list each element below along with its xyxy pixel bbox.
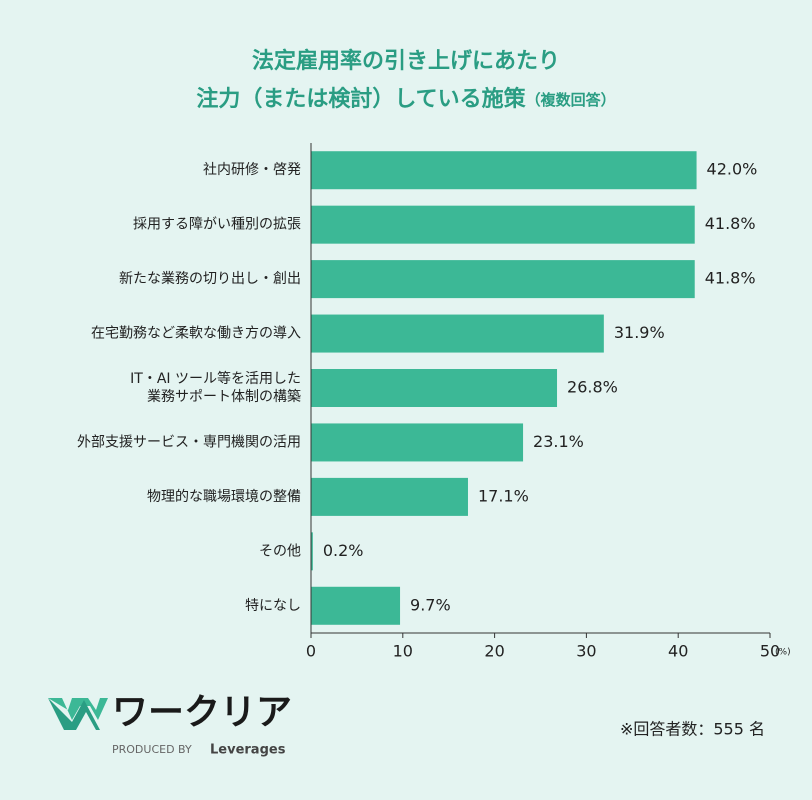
category-label: 物理的な職場環境の整備 (147, 489, 301, 505)
company: Leverages (210, 743, 286, 758)
category-label: 外部支援サービス・専門機関の活用 (77, 434, 301, 450)
value-label: 23.1% (533, 432, 584, 451)
x-tick-label: 50 (760, 642, 780, 661)
bar (311, 314, 604, 353)
x-unit: (%) (775, 648, 791, 658)
bar (311, 477, 468, 516)
bar (311, 205, 695, 244)
category-label: 社内研修・啓発 (203, 162, 301, 178)
produced-by: PRODUCED BY (112, 743, 192, 756)
category-label: 新たな業務の切り出し・創出 (119, 271, 301, 287)
x-tick-label: 10 (393, 642, 413, 661)
value-label: 31.9% (614, 323, 665, 342)
value-label: 41.8% (705, 214, 756, 233)
value-label: 26.8% (567, 378, 618, 397)
bar (311, 260, 695, 299)
value-label: 42.0% (707, 160, 758, 179)
logo-icon (48, 698, 100, 730)
x-tick-label: 20 (484, 642, 504, 661)
x-tick-label: 40 (668, 642, 688, 661)
bar (311, 586, 401, 625)
bar (311, 369, 558, 407)
bar (311, 532, 313, 571)
logo-icon (48, 698, 108, 720)
logo: ワークリア PRODUCED BY Leverages (48, 692, 292, 758)
chart-title: 注力（または検討）している施策 (196, 86, 526, 112)
value-label: 41.8% (705, 269, 756, 288)
chart-subtitle: （複数回答） (526, 91, 616, 109)
footnote: ※回答者数：555 名 (620, 720, 765, 739)
category-label: 特になし (245, 598, 301, 614)
chart-title: 法定雇用率の引き上げにあたり (252, 48, 560, 74)
value-label: 0.2% (323, 541, 364, 560)
category-label: 採用する障がい種別の拡張 (133, 217, 301, 233)
bar (311, 151, 697, 190)
category-label: 在宅勤務など柔軟な働き方の導入 (91, 326, 301, 342)
x-tick-label: 0 (306, 642, 316, 661)
bar (311, 423, 524, 462)
logo-text: ワークリア (112, 692, 292, 733)
category-label: IT・AI ツール等を活用した業務サポート体制の構築 (130, 370, 301, 405)
category-label: その他 (259, 543, 301, 559)
value-label: 17.1% (478, 486, 529, 505)
value-label: 9.7% (410, 595, 451, 614)
chart-title-line: 注力（または検討）している施策（複数回答） (196, 86, 615, 112)
x-tick-label: 30 (576, 642, 596, 661)
